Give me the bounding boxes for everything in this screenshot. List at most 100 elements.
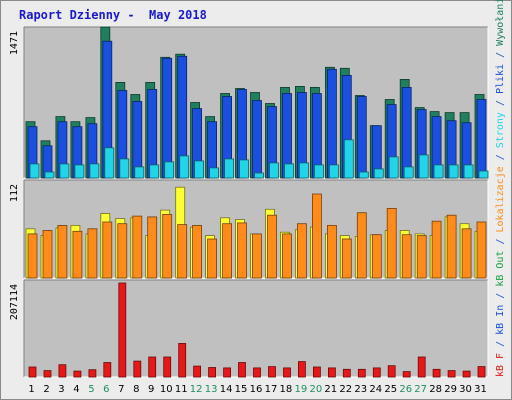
x-tick-label-31: 31 (474, 384, 487, 395)
bar-top-s2-day-3 (59, 163, 70, 179)
bar-top-s2-day-12 (194, 160, 205, 179)
bar-bottom-s1-day-26 (402, 371, 411, 378)
bar-middle-s1-day-11 (177, 224, 188, 279)
bar-top-s1-day-26 (401, 87, 412, 179)
bar-top-s2-day-10 (164, 161, 175, 179)
bar-top-s2-day-14 (224, 158, 235, 179)
y-max-label-top: 1471 (9, 31, 20, 55)
bar-top-s1-day-10 (162, 57, 173, 179)
legend-item: kB F (495, 353, 506, 377)
legend-separator: / (495, 94, 506, 112)
plot-area-bottom (24, 280, 488, 377)
x-tick-label-5: 5 (88, 384, 94, 395)
x-tick-label-8: 8 (133, 384, 139, 395)
x-tick-label-1: 1 (28, 384, 34, 395)
x-tick-label-23: 23 (354, 384, 367, 395)
x-tick-label-16: 16 (250, 384, 263, 395)
bar-bottom-s1-day-29 (447, 370, 456, 378)
bar-top-s1-day-23 (356, 96, 367, 179)
bar-bottom-s1-day-15 (238, 362, 246, 378)
y-max-label-bottom: 207114 (9, 284, 20, 320)
bar-top-s2-day-2 (44, 171, 55, 179)
bar-top-s1-day-21 (326, 68, 337, 179)
bar-top-s2-day-26 (403, 166, 414, 179)
x-tick-label-30: 30 (459, 384, 472, 395)
bar-bottom-s1-day-31 (477, 366, 486, 378)
bar-bottom-s1-day-16 (253, 367, 261, 378)
bar-bottom-s1-day-11 (178, 342, 187, 378)
bar-bottom-s1-day-19 (297, 361, 306, 378)
bar-middle-s1-day-5 (87, 228, 98, 279)
x-tick-label-15: 15 (235, 384, 248, 395)
bar-bottom-s1-day-7 (118, 282, 127, 378)
legend-item: kB Out (495, 251, 506, 287)
bar-top-s2-day-5 (89, 163, 100, 179)
legend-item: kB In (495, 305, 506, 335)
bar-bottom-s1-day-1 (28, 366, 37, 378)
x-tick-label-26: 26 (399, 384, 412, 395)
bar-top-s2-day-17 (269, 162, 279, 179)
bar-top-s2-day-7 (119, 158, 130, 179)
bar-middle-s1-day-14 (222, 223, 233, 279)
bar-top-s2-day-20 (313, 164, 324, 179)
legend-separator: / (495, 46, 506, 64)
legend-item: Strony (495, 112, 506, 148)
bar-middle-s1-day-1 (27, 233, 38, 279)
bar-bottom-s1-day-2 (43, 370, 52, 378)
bar-bottom-s1-day-23 (357, 368, 366, 378)
x-tick-label-3: 3 (58, 384, 64, 395)
bar-middle-s1-day-26 (401, 234, 412, 279)
bar-bottom-s1-day-8 (133, 360, 142, 378)
bar-top-s2-day-19 (298, 162, 309, 179)
bar-bottom-s1-day-9 (148, 356, 157, 378)
legend-separator: / (495, 335, 506, 353)
x-tick-label-10: 10 (160, 384, 173, 395)
bar-middle-s1-day-28 (431, 220, 442, 279)
bar-top-s2-day-8 (134, 166, 145, 179)
legend: kB F / kB In / kB Out / Lokalizacje / St… (495, 0, 506, 377)
x-tick-label-17: 17 (265, 384, 278, 395)
legend-item: Lokalizacje (495, 166, 506, 232)
bar-bottom-s1-day-27 (417, 356, 426, 378)
bar-bottom-s1-day-22 (342, 368, 351, 378)
bar-middle-s1-day-15 (237, 222, 247, 279)
bar-bottom-s1-day-20 (312, 366, 321, 378)
bar-top-s1-day-31 (476, 99, 487, 179)
x-tick-label-12: 12 (190, 384, 203, 395)
bar-top-s2-day-1 (29, 163, 40, 179)
bar-middle-s1-day-7 (117, 223, 128, 279)
bar-bottom-s1-day-5 (88, 369, 97, 378)
bar-middle-s1-day-4 (72, 230, 83, 279)
bar-bottom-s1-day-13 (208, 367, 217, 378)
bar-top-s2-day-13 (209, 167, 220, 179)
x-tick-label-25: 25 (384, 384, 397, 395)
bar-top-s2-day-21 (328, 164, 339, 179)
bar-middle-s1-day-24 (371, 234, 382, 279)
bar-top-s2-day-31 (478, 170, 489, 179)
bar-top-s2-day-6 (104, 147, 115, 179)
bar-middle-s1-day-6 (102, 221, 113, 279)
bar-middle-s1-day-29 (446, 214, 457, 279)
x-tick-label-6: 6 (103, 384, 109, 395)
legend-separator: / (495, 148, 506, 166)
bar-bottom-s1-day-25 (387, 365, 396, 378)
bar-top-s2-day-28 (433, 164, 444, 179)
bar-top-s2-day-4 (74, 164, 85, 179)
bar-bottom-s1-day-3 (58, 364, 67, 378)
bar-middle-s1-day-12 (192, 224, 203, 279)
bar-middle-s1-day-17 (267, 214, 277, 279)
x-tick-label-4: 4 (73, 384, 79, 395)
bar-top-s2-day-9 (149, 164, 160, 179)
x-tick-label-9: 9 (148, 384, 154, 395)
bar-top-s2-day-29 (448, 164, 459, 179)
bar-top-s1-day-16 (252, 100, 262, 179)
bar-middle-s1-day-10 (162, 213, 173, 279)
x-tick-label-24: 24 (369, 384, 382, 395)
bar-bottom-s1-day-18 (283, 367, 291, 378)
bar-bottom-s1-day-14 (223, 367, 232, 378)
x-tick-label-22: 22 (339, 384, 352, 395)
x-tick-label-2: 2 (43, 384, 49, 395)
page-title: Raport Dzienny - May 2018 (19, 8, 207, 22)
x-tick-label-19: 19 (295, 384, 308, 395)
